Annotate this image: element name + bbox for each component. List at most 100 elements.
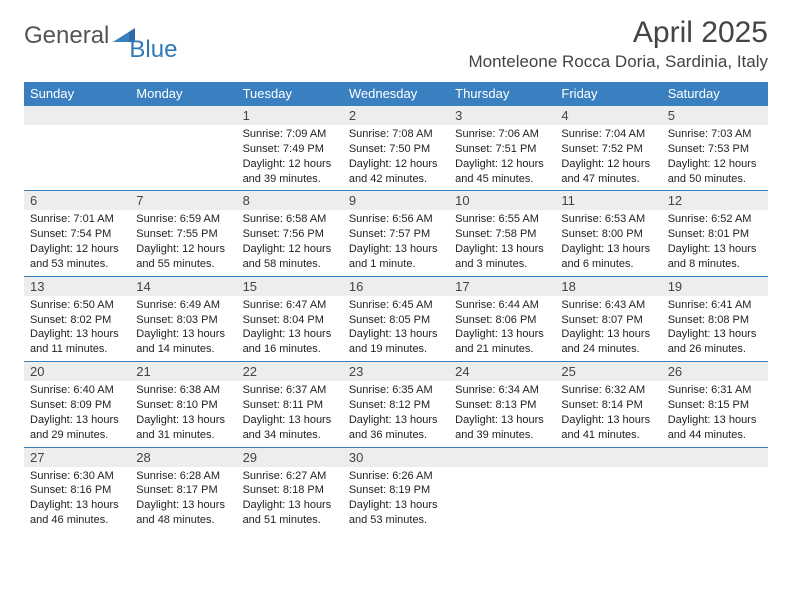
calendar-day: 0.: [555, 447, 661, 532]
sunrise-text: Sunrise: 6:40 AM: [30, 383, 124, 398]
day-details: Sunrise: 6:53 AMSunset: 8:00 PMDaylight:…: [555, 210, 661, 275]
calendar-day: 8Sunrise: 6:58 AMSunset: 7:56 PMDaylight…: [237, 191, 343, 276]
daylight-text-2: and 1 minute.: [349, 257, 443, 272]
daylight-text-2: and 39 minutes.: [455, 428, 549, 443]
daylight-text-2: and 6 minutes.: [561, 257, 655, 272]
calendar-day: 0.: [662, 447, 768, 532]
daylight-text-1: Daylight: 12 hours: [561, 157, 655, 172]
sunrise-text: Sunrise: 6:53 AM: [561, 212, 655, 227]
day-number: 16: [343, 277, 449, 296]
sunrise-text: Sunrise: 7:08 AM: [349, 127, 443, 142]
day-number: 26: [662, 362, 768, 381]
calendar-day: 16Sunrise: 6:45 AMSunset: 8:05 PMDayligh…: [343, 276, 449, 361]
daylight-text-2: and 53 minutes.: [349, 513, 443, 528]
calendar-day: 21Sunrise: 6:38 AMSunset: 8:10 PMDayligh…: [130, 362, 236, 447]
day-header: Tuesday: [237, 82, 343, 106]
day-header: Sunday: [24, 82, 130, 106]
day-number: 29: [237, 448, 343, 467]
daylight-text-2: and 31 minutes.: [136, 428, 230, 443]
sunrise-text: Sunrise: 6:37 AM: [243, 383, 337, 398]
daylight-text-1: Daylight: 13 hours: [349, 498, 443, 513]
calendar-day: 4Sunrise: 7:04 AMSunset: 7:52 PMDaylight…: [555, 106, 661, 191]
daylight-text-2: and 14 minutes.: [136, 342, 230, 357]
day-details: Sunrise: 6:40 AMSunset: 8:09 PMDaylight:…: [24, 381, 130, 446]
daylight-text-2: and 36 minutes.: [349, 428, 443, 443]
day-number: 12: [662, 191, 768, 210]
day-details: Sunrise: 7:06 AMSunset: 7:51 PMDaylight:…: [449, 125, 555, 190]
day-number: 11: [555, 191, 661, 210]
calendar-day: 29Sunrise: 6:27 AMSunset: 8:18 PMDayligh…: [237, 447, 343, 532]
sunset-text: Sunset: 7:52 PM: [561, 142, 655, 157]
location-subtitle: Monteleone Rocca Doria, Sardinia, Italy: [468, 52, 768, 72]
day-number: 13: [24, 277, 130, 296]
day-details: Sunrise: 6:31 AMSunset: 8:15 PMDaylight:…: [662, 381, 768, 446]
calendar-day: 27Sunrise: 6:30 AMSunset: 8:16 PMDayligh…: [24, 447, 130, 532]
calendar-day: 0.: [449, 447, 555, 532]
sunrise-text: Sunrise: 6:30 AM: [30, 469, 124, 484]
day-number: 24: [449, 362, 555, 381]
day-number: 14: [130, 277, 236, 296]
daylight-text-2: and 48 minutes.: [136, 513, 230, 528]
sunset-text: Sunset: 7:51 PM: [455, 142, 549, 157]
sunset-text: Sunset: 8:13 PM: [455, 398, 549, 413]
calendar-week: 27Sunrise: 6:30 AMSunset: 8:16 PMDayligh…: [24, 447, 768, 532]
daylight-text-2: and 53 minutes.: [30, 257, 124, 272]
day-header: Saturday: [662, 82, 768, 106]
page-header: General Blue April 2025 Monteleone Rocca…: [24, 16, 768, 72]
sunrise-text: Sunrise: 6:38 AM: [136, 383, 230, 398]
daylight-text-1: Daylight: 13 hours: [243, 498, 337, 513]
daylight-text-2: and 26 minutes.: [668, 342, 762, 357]
sunrise-text: Sunrise: 6:31 AM: [668, 383, 762, 398]
sunrise-text: Sunrise: 7:06 AM: [455, 127, 549, 142]
day-number: 1: [237, 106, 343, 125]
sunrise-text: Sunrise: 6:52 AM: [668, 212, 762, 227]
sunset-text: Sunset: 8:18 PM: [243, 483, 337, 498]
day-details: Sunrise: 6:38 AMSunset: 8:10 PMDaylight:…: [130, 381, 236, 446]
day-details: Sunrise: 7:08 AMSunset: 7:50 PMDaylight:…: [343, 125, 449, 190]
day-number: 9: [343, 191, 449, 210]
day-header: Wednesday: [343, 82, 449, 106]
day-number: 21: [130, 362, 236, 381]
day-number: 3: [449, 106, 555, 125]
sunset-text: Sunset: 7:50 PM: [349, 142, 443, 157]
sunset-text: Sunset: 8:16 PM: [30, 483, 124, 498]
sunset-text: Sunset: 7:49 PM: [243, 142, 337, 157]
daylight-text-2: and 50 minutes.: [668, 172, 762, 187]
daylight-text-1: Daylight: 13 hours: [668, 327, 762, 342]
daylight-text-2: and 3 minutes.: [455, 257, 549, 272]
day-details: Sunrise: 7:01 AMSunset: 7:54 PMDaylight:…: [24, 210, 130, 275]
calendar-head: SundayMondayTuesdayWednesdayThursdayFrid…: [24, 82, 768, 106]
sunset-text: Sunset: 8:02 PM: [30, 313, 124, 328]
day-details: Sunrise: 6:43 AMSunset: 8:07 PMDaylight:…: [555, 296, 661, 361]
brand-part2: Blue: [129, 38, 177, 62]
day-header: Friday: [555, 82, 661, 106]
daylight-text-1: Daylight: 12 hours: [243, 242, 337, 257]
sunrise-text: Sunrise: 6:58 AM: [243, 212, 337, 227]
sunset-text: Sunset: 8:07 PM: [561, 313, 655, 328]
day-details: Sunrise: 6:49 AMSunset: 8:03 PMDaylight:…: [130, 296, 236, 361]
daylight-text-1: Daylight: 13 hours: [243, 327, 337, 342]
daylight-text-1: Daylight: 12 hours: [243, 157, 337, 172]
day-details: Sunrise: 6:55 AMSunset: 7:58 PMDaylight:…: [449, 210, 555, 275]
daylight-text-1: Daylight: 12 hours: [455, 157, 549, 172]
daylight-text-2: and 11 minutes.: [30, 342, 124, 357]
daylight-text-1: Daylight: 13 hours: [455, 413, 549, 428]
daylight-text-2: and 51 minutes.: [243, 513, 337, 528]
title-block: April 2025 Monteleone Rocca Doria, Sardi…: [468, 16, 768, 72]
day-number: 25: [555, 362, 661, 381]
calendar-day: 25Sunrise: 6:32 AMSunset: 8:14 PMDayligh…: [555, 362, 661, 447]
calendar-day: 7Sunrise: 6:59 AMSunset: 7:55 PMDaylight…: [130, 191, 236, 276]
day-details: Sunrise: 6:59 AMSunset: 7:55 PMDaylight:…: [130, 210, 236, 275]
sunrise-text: Sunrise: 6:34 AM: [455, 383, 549, 398]
daylight-text-1: Daylight: 12 hours: [668, 157, 762, 172]
day-number: 20: [24, 362, 130, 381]
day-number: 18: [555, 277, 661, 296]
day-details: Sunrise: 6:58 AMSunset: 7:56 PMDaylight:…: [237, 210, 343, 275]
calendar-day: 23Sunrise: 6:35 AMSunset: 8:12 PMDayligh…: [343, 362, 449, 447]
sunset-text: Sunset: 8:00 PM: [561, 227, 655, 242]
daylight-text-2: and 29 minutes.: [30, 428, 124, 443]
calendar-day: 30Sunrise: 6:26 AMSunset: 8:19 PMDayligh…: [343, 447, 449, 532]
day-number: 28: [130, 448, 236, 467]
daylight-text-2: and 58 minutes.: [243, 257, 337, 272]
daylight-text-2: and 39 minutes.: [243, 172, 337, 187]
